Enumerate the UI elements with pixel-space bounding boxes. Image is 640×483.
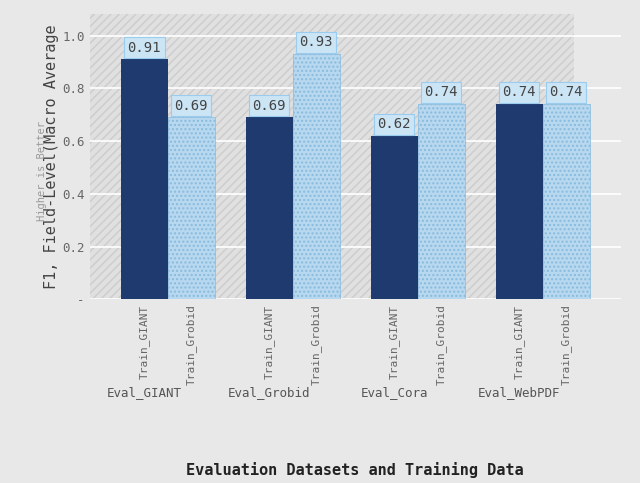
- Text: Eval_WebPDF: Eval_WebPDF: [478, 385, 561, 398]
- Text: 0.69: 0.69: [253, 99, 286, 113]
- Text: 0.91: 0.91: [127, 41, 161, 55]
- Text: 0.62: 0.62: [378, 117, 411, 131]
- Y-axis label: F1, Field-Level(Macro Average: F1, Field-Level(Macro Average: [44, 25, 60, 289]
- Text: Eval_GIANT: Eval_GIANT: [107, 385, 182, 398]
- Text: 0.93: 0.93: [300, 35, 333, 49]
- Text: 0.74: 0.74: [424, 85, 458, 99]
- Bar: [496, 104, 543, 299]
- Bar: [168, 117, 214, 299]
- Bar: [121, 59, 168, 299]
- Bar: [543, 104, 589, 299]
- Bar: [371, 136, 418, 299]
- Bar: [292, 54, 340, 299]
- Text: 0.69: 0.69: [175, 99, 208, 113]
- Text: Eval_Cora: Eval_Cora: [360, 385, 428, 398]
- Bar: [246, 117, 292, 299]
- Text: Higher is Better: Higher is Better: [36, 121, 47, 221]
- Text: 0.74: 0.74: [549, 85, 583, 99]
- Text: 0.74: 0.74: [502, 85, 536, 99]
- Bar: [418, 104, 465, 299]
- Text: Eval_Grobid: Eval_Grobid: [228, 385, 310, 398]
- X-axis label: Evaluation Datasets and Training Data: Evaluation Datasets and Training Data: [186, 462, 524, 478]
